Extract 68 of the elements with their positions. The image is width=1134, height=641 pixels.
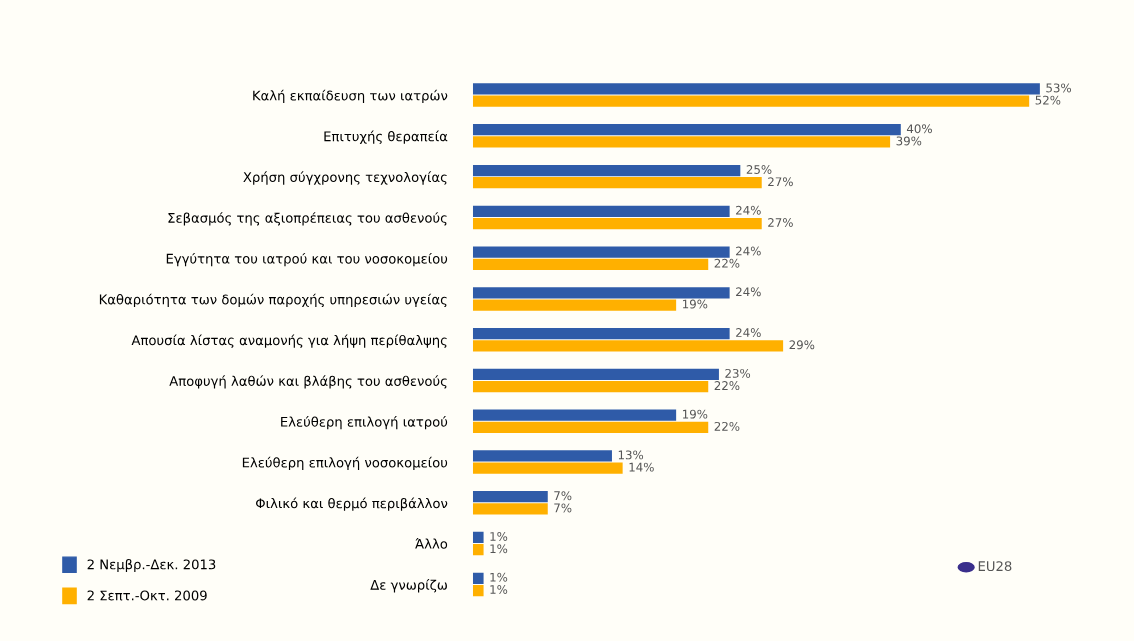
bar bbox=[472, 177, 762, 189]
bar bbox=[472, 287, 730, 299]
bar bbox=[472, 421, 709, 434]
data-label: 22% bbox=[714, 381, 740, 391]
y-tick-label: Δε γνωρίζω bbox=[370, 579, 447, 593]
y-tick-label: Απουσία λίστας αναμονής για λήψη περίθαλψης bbox=[131, 334, 447, 348]
bar bbox=[472, 258, 709, 270]
legend-label: 2 Νεμβρ.-Δεκ. 2013 bbox=[87, 559, 216, 572]
bar bbox=[472, 95, 1030, 107]
data-label: 24% bbox=[736, 246, 761, 256]
bar bbox=[472, 572, 484, 584]
bar bbox=[472, 217, 762, 230]
data-label: 22% bbox=[714, 421, 740, 431]
y-tick-label: Χρήση σύγχρονης τεχνολογίας bbox=[243, 171, 447, 185]
bar bbox=[472, 83, 1040, 95]
bar bbox=[472, 299, 677, 311]
data-label: 39% bbox=[896, 136, 922, 146]
bar bbox=[472, 205, 730, 217]
bar bbox=[472, 531, 484, 544]
bar bbox=[472, 409, 677, 421]
data-label: 13% bbox=[618, 450, 644, 460]
bar bbox=[472, 327, 730, 340]
data-label: 14% bbox=[629, 462, 654, 472]
data-label: 52% bbox=[1035, 95, 1061, 105]
data-label: 29% bbox=[789, 340, 815, 350]
bar bbox=[472, 544, 484, 556]
legend-label: 2 Σεπτ.-Οκτ. 2009 bbox=[87, 590, 207, 601]
data-label: 7% bbox=[554, 491, 572, 501]
bar bbox=[472, 503, 548, 515]
y-tick-label: Αποφυγή λαθών και βλάβης του ασθενούς bbox=[169, 375, 447, 389]
data-label: 19% bbox=[682, 299, 708, 309]
y-tick-label: Άλλο bbox=[415, 538, 448, 549]
data-label: 24% bbox=[736, 205, 761, 215]
bar bbox=[472, 450, 612, 462]
y-tick-label: Καθαριότητα των δομών παροχής υπηρεσιών υγείας bbox=[99, 293, 447, 307]
data-label: 27% bbox=[768, 177, 793, 187]
data-label: 27% bbox=[768, 218, 793, 227]
data-label: 24% bbox=[736, 287, 761, 297]
data-label: 19% bbox=[682, 409, 708, 419]
data-label: 1% bbox=[490, 572, 508, 582]
data-label: 7% bbox=[554, 503, 572, 513]
bar bbox=[472, 136, 891, 148]
y-tick-label: Επιτυχής θεραπεία bbox=[324, 130, 448, 144]
y-tick-label: Ελεύθερη επιλογή νοσοκομείου bbox=[242, 456, 448, 471]
y-tick-label: Εγγύτητα του ιατρού και του νοσοκομείου bbox=[166, 252, 448, 267]
data-label: 1% bbox=[490, 544, 508, 554]
data-label: 23% bbox=[725, 368, 751, 378]
bar bbox=[472, 164, 741, 177]
y-tick-label: Σεβασμός της αξιοπρέπειας του ασθενούς bbox=[168, 212, 447, 226]
bar bbox=[472, 462, 623, 474]
data-label: 1% bbox=[490, 585, 508, 594]
bar bbox=[472, 368, 719, 381]
bar bbox=[472, 246, 730, 258]
bar bbox=[472, 491, 548, 503]
data-label: 24% bbox=[736, 328, 761, 338]
y-tick-label: Φιλικό και θερμό περιβάλλον bbox=[255, 497, 448, 511]
bar bbox=[472, 381, 709, 393]
y-tick-label: Ελεύθερη επιλογή ιατρού bbox=[281, 416, 448, 430]
bar bbox=[472, 124, 901, 136]
annotation: EU28 bbox=[978, 561, 1012, 572]
data-label: 53% bbox=[1046, 83, 1072, 93]
bar bbox=[472, 584, 484, 597]
y-tick-label: Καλή εκπαίδευση των ιατρών bbox=[253, 89, 448, 104]
data-label: 25% bbox=[746, 165, 772, 174]
data-label: 40% bbox=[906, 124, 932, 134]
bar bbox=[472, 340, 784, 352]
data-label: 22% bbox=[714, 258, 740, 268]
data-label: 1% bbox=[490, 531, 508, 541]
